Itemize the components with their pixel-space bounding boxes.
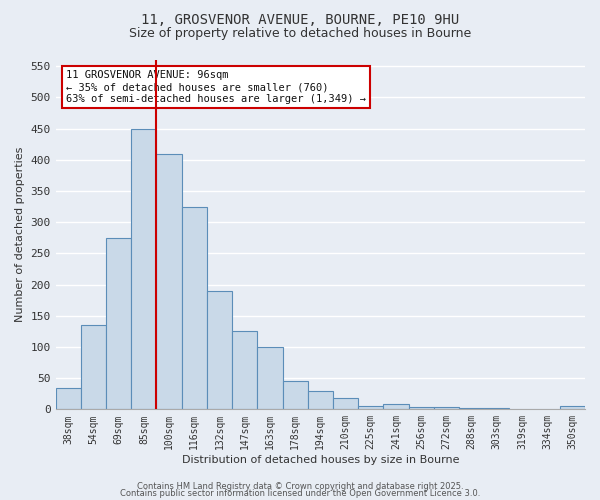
Bar [182, 206, 207, 410]
Text: 11, GROSVENOR AVENUE, BOURNE, PE10 9HU: 11, GROSVENOR AVENUE, BOURNE, PE10 9HU [141, 12, 459, 26]
Bar [383, 404, 409, 409]
Bar [484, 408, 509, 410]
Bar [283, 382, 308, 409]
Text: Contains HM Land Registry data © Crown copyright and database right 2025.: Contains HM Land Registry data © Crown c… [137, 482, 463, 491]
Bar [56, 388, 81, 409]
X-axis label: Distribution of detached houses by size in Bourne: Distribution of detached houses by size … [182, 455, 459, 465]
Bar [358, 406, 383, 409]
Text: Contains public sector information licensed under the Open Government Licence 3.: Contains public sector information licen… [120, 490, 480, 498]
Bar [81, 325, 106, 409]
Bar [157, 154, 182, 410]
Bar [232, 332, 257, 409]
Bar [308, 390, 333, 409]
Bar [409, 407, 434, 410]
Text: 11 GROSVENOR AVENUE: 96sqm
← 35% of detached houses are smaller (760)
63% of sem: 11 GROSVENOR AVENUE: 96sqm ← 35% of deta… [66, 70, 366, 104]
Text: Size of property relative to detached houses in Bourne: Size of property relative to detached ho… [129, 28, 471, 40]
Bar [131, 128, 157, 410]
Bar [257, 347, 283, 410]
Y-axis label: Number of detached properties: Number of detached properties [15, 147, 25, 322]
Bar [560, 406, 585, 409]
Bar [207, 291, 232, 410]
Bar [333, 398, 358, 409]
Bar [434, 407, 459, 410]
Bar [459, 408, 484, 410]
Bar [106, 238, 131, 410]
